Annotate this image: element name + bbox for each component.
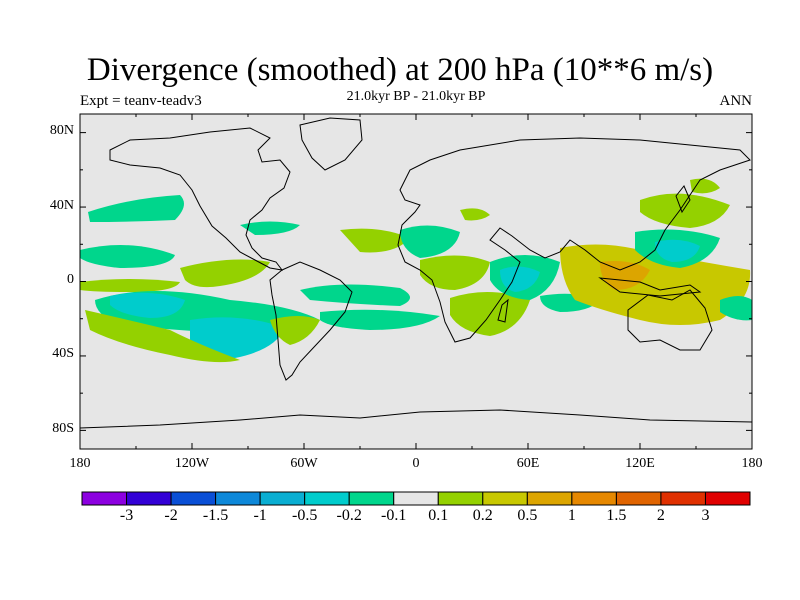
colorbar-label: -1 [253,507,267,524]
map-title: Divergence (smoothed) at 200 hPa (10**6 … [86,52,714,88]
colorbar-swatch [170,491,217,506]
field-contour-weak-convergent [300,284,410,306]
field-contour-weak-convergent [320,309,440,330]
lat-label-eq: 0 [67,272,74,287]
season-label: ANN [719,93,753,109]
colorbar-label: -0.5 [291,507,318,524]
colorbar-swatch [704,491,751,506]
coastlines [80,117,752,429]
lat-label-80s: 80S [52,421,74,436]
colorbar-label: 2 [656,507,665,524]
field-contour-weak-divergent [180,259,270,288]
axis-ticks [79,114,753,449]
colorbar-swatch [571,491,617,506]
coastline-north-america [109,127,291,271]
colorbar-swatch [437,491,484,506]
colorbar-label: 3 [701,507,710,524]
colorbar-label: -2 [164,507,178,524]
colorbar [81,491,751,506]
field-contour-weak-convergent [400,225,460,258]
field-contour-weak-convergent [88,195,184,222]
lon-label-60e: 60E [516,456,540,471]
colorbar-label: -1.5 [202,507,229,524]
lon-label-180e: 180 [741,456,763,471]
colorbar-label: 0.1 [428,507,449,524]
experiment-label: Expt = teanv-teadv3 [80,93,202,109]
coastline-greenland [299,117,363,171]
lon-label-120w: 120W [174,456,210,471]
colorbar-label: -0.1 [381,507,407,524]
coastline-south-america [269,261,353,381]
field-contour-weak-divergent [340,228,410,253]
lon-label-180w: 180 [69,456,91,471]
coastline-madagascar [497,298,509,323]
coastline-eurasia-africa [397,137,751,343]
colorbar-label: 1.5 [606,507,627,524]
lon-label-60w: 60W [290,456,318,471]
colorbar-swatch [215,491,261,506]
field-contour-weak-divergent [85,310,240,363]
lat-label-80n: 80N [49,123,74,138]
coastline-japan [675,185,691,214]
coastline-antarctica [80,409,752,429]
colorbar-label: 0.2 [472,507,493,524]
colorbar-swatch [259,491,306,506]
colorbar-swatch [393,491,439,506]
lat-label-40n: 40N [49,198,74,213]
field-contour-weak-divergent [420,255,490,290]
colorbar-swatch [526,491,573,506]
colorbar-label: 0.5 [517,507,538,524]
field-contour-moderate-convergent [110,292,185,318]
colorbar-label: -0.2 [336,507,362,524]
field-contour-weak-divergent [270,316,320,345]
field-contour-weak-divergent [460,208,490,221]
map-subtitle: 21.0kyr BP - 21.0kyr BP [346,89,486,104]
colorbar-swatch [615,491,662,506]
field-contour-moderate-convergent [190,317,285,358]
field-contour-moderate-convergent [655,239,700,262]
field-contour-weak-divergent [80,279,180,292]
field-contour-weak-divergent [640,193,730,228]
colorbar-swatch [482,491,528,506]
colorbar-swatch [304,491,350,506]
colorbar-label: 1 [567,507,576,524]
map-field [80,114,752,449]
field-contour-weak-convergent [720,296,752,321]
lon-label-0: 0 [412,456,420,471]
coastline-indonesia [598,277,702,297]
colorbar-swatch [660,491,706,506]
field-contour-strong-divergent [600,261,650,290]
colorbar-label: -3 [119,507,134,524]
lat-label-40s: 40S [52,346,74,361]
colorbar-swatch [348,491,395,506]
lon-label-120e: 120E [625,456,655,471]
field-contour-weak-convergent [80,245,175,268]
colorbar-swatch [126,491,172,506]
field-contour-weak-convergent [240,221,300,235]
colorbar-swatch [81,491,128,506]
field-contour-weak-divergent [690,178,720,194]
coastline-australia [627,289,713,351]
